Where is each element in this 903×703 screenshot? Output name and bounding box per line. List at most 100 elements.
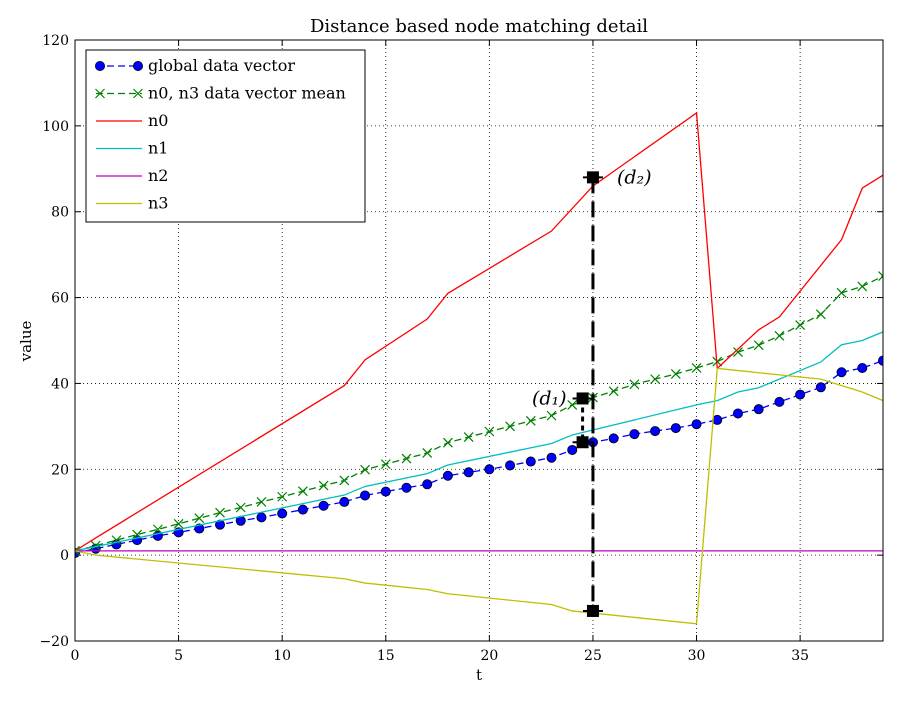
data-point	[732, 408, 743, 419]
y-tick-label: −20	[39, 634, 69, 650]
data-point	[608, 433, 619, 444]
data-point	[173, 518, 184, 529]
distance-label: (d₁)	[532, 387, 567, 409]
data-point	[318, 500, 329, 511]
data-point	[525, 415, 536, 426]
data-point	[152, 524, 163, 535]
legend-marker	[95, 88, 105, 99]
series-n1	[75, 331, 883, 552]
x-tick-label: 35	[791, 648, 809, 664]
data-point	[380, 459, 391, 470]
data-point	[774, 330, 785, 341]
y-tick-label: 40	[51, 376, 69, 392]
x-tick-label: 0	[71, 648, 80, 664]
legend-label: global data vector	[148, 56, 295, 75]
series-n3	[75, 367, 883, 625]
x-tick-label: 15	[377, 648, 395, 664]
data-point	[297, 504, 308, 515]
data-point	[339, 475, 350, 486]
legend-label: n0	[148, 111, 168, 130]
data-point	[90, 540, 101, 551]
legend-label: n3	[148, 194, 168, 213]
data-point	[691, 419, 702, 430]
data-point	[567, 399, 578, 410]
data-point	[650, 426, 661, 437]
data-point	[567, 444, 578, 455]
legend-marker	[133, 88, 143, 99]
series-layer	[75, 111, 883, 625]
y-tick-label: 60	[51, 291, 69, 307]
data-point	[546, 410, 557, 421]
y-tick-label: 0	[60, 548, 69, 564]
distance-endpoint-marker	[586, 604, 599, 617]
grid	[75, 40, 883, 641]
data-point	[670, 369, 681, 379]
data-point	[339, 496, 350, 507]
data-point	[629, 429, 640, 440]
data-point	[484, 464, 495, 475]
data-point	[442, 437, 453, 448]
data-point	[857, 281, 868, 292]
data-point	[256, 496, 267, 507]
y-tick-label: 120	[42, 33, 69, 49]
data-point	[836, 367, 847, 378]
plot-area-frame	[74, 39, 884, 642]
legend-marker	[95, 61, 106, 72]
x-tick-label: 5	[174, 648, 183, 664]
data-point	[380, 486, 391, 497]
data-point	[401, 482, 412, 493]
data-point	[318, 480, 329, 491]
y-tick-label: 100	[42, 119, 69, 135]
legend-marker	[132, 61, 143, 72]
data-point	[878, 271, 883, 282]
data-point	[422, 479, 433, 490]
data-point	[463, 432, 474, 443]
data-point	[753, 340, 764, 351]
data-point	[422, 448, 433, 458]
data-point	[795, 389, 806, 400]
data-point	[878, 355, 883, 366]
y-tick-label: 80	[51, 205, 69, 221]
distance-endpoint-marker	[586, 171, 599, 184]
data-point	[774, 396, 785, 407]
x-tick-label: 10	[273, 648, 291, 664]
data-point	[691, 363, 702, 373]
legend: global data vector n0, n3 data vector mea…	[85, 49, 366, 223]
legend-label: n2	[148, 166, 168, 185]
data-point	[505, 460, 516, 471]
legend-label: n0, n3 data vector mean	[148, 84, 346, 103]
data-point	[484, 426, 495, 437]
data-point	[753, 404, 764, 415]
data-point	[505, 421, 516, 432]
data-point	[360, 490, 371, 501]
data-point	[815, 309, 826, 320]
data-point	[277, 491, 288, 502]
data-point	[277, 508, 288, 519]
data-point	[194, 513, 205, 524]
data-point	[360, 464, 370, 475]
data-point	[297, 486, 308, 497]
y-tick-label: 20	[51, 462, 69, 478]
data-point	[256, 512, 267, 523]
x-axis-label: t	[476, 666, 482, 684]
data-point	[442, 470, 453, 481]
series-global-data-vector	[75, 355, 883, 558]
y-axis-label: value	[17, 321, 35, 363]
distance-annotation-1: (d₁)	[532, 387, 593, 449]
data-point	[815, 382, 826, 393]
x-tick-label: 25	[584, 648, 602, 664]
data-point	[75, 545, 80, 556]
legend-label: n1	[148, 139, 168, 158]
data-point	[463, 467, 474, 478]
data-point	[712, 414, 723, 425]
data-point	[215, 519, 226, 530]
legend-entry-global-data-vector: global data vector	[95, 56, 295, 75]
data-point	[546, 452, 557, 463]
distance-annotation-2: (d₂)	[582, 166, 652, 617]
legend-entry-n2: n2	[96, 166, 168, 185]
x-tick-label: 30	[688, 648, 706, 664]
data-point	[650, 374, 661, 385]
data-point	[401, 453, 412, 464]
